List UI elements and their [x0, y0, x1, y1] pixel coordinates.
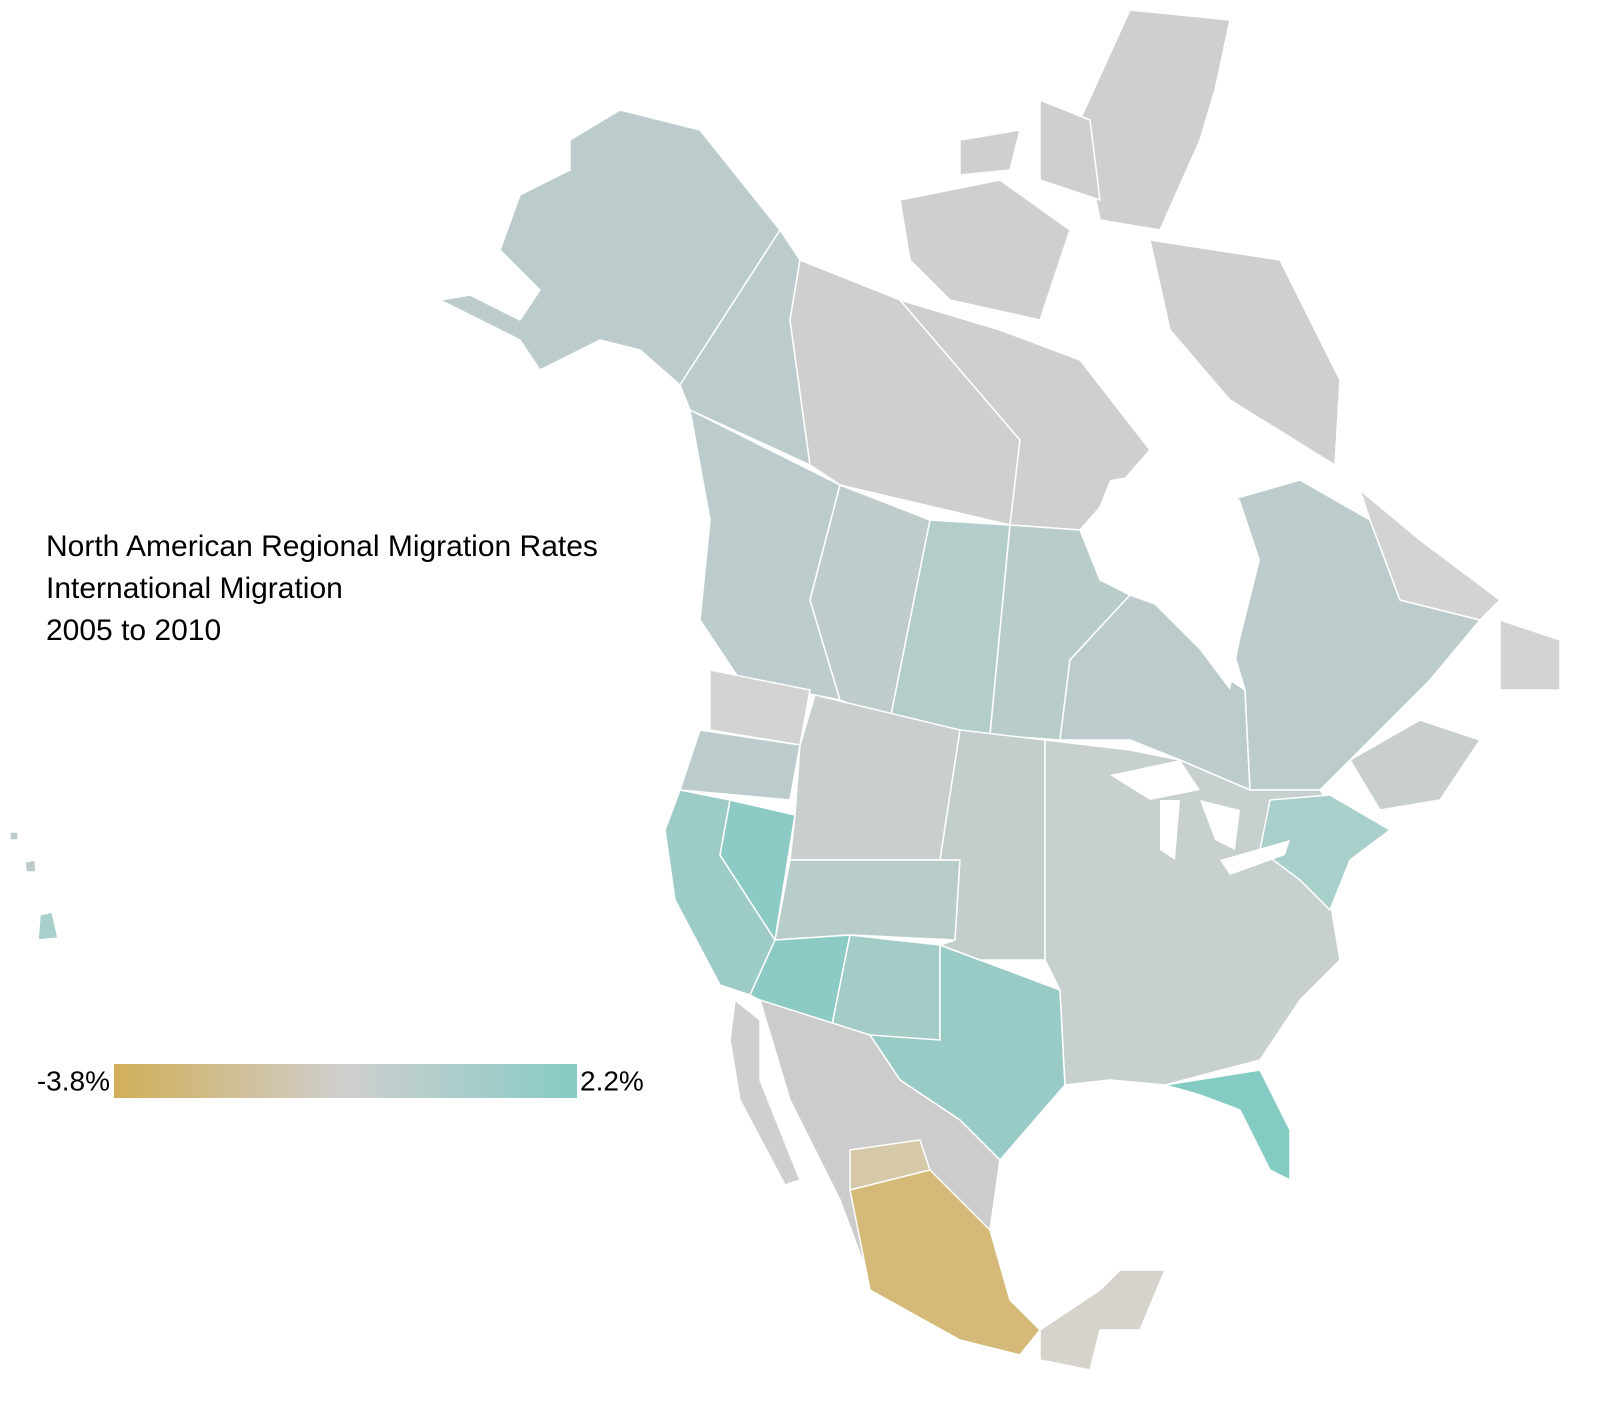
region — [1164, 1069, 1291, 1181]
title: North American Regional Migration Rates — [46, 530, 598, 563]
water — [1220, 840, 1290, 875]
region — [829, 934, 941, 1041]
period: 2005 to 2010 — [46, 614, 221, 647]
legend-scale — [114, 1064, 577, 1098]
region — [1149, 239, 1341, 466]
region — [1039, 99, 1101, 201]
region — [1229, 479, 1481, 791]
region — [899, 179, 1071, 321]
region — [1079, 9, 1231, 231]
region — [9, 831, 19, 841]
region — [939, 729, 1046, 961]
water — [1200, 800, 1240, 850]
region — [1349, 719, 1481, 811]
legend-min-label: -3.8% — [37, 1065, 110, 1096]
region — [1499, 619, 1561, 691]
regions — [9, 9, 1561, 1371]
region — [37, 911, 59, 941]
region — [1044, 739, 1341, 1086]
water — [1090, 470, 1260, 690]
region — [774, 859, 961, 941]
region — [849, 1169, 1041, 1356]
water — [1160, 800, 1180, 860]
region — [729, 999, 801, 1186]
region — [679, 729, 801, 801]
region — [959, 129, 1021, 176]
region — [1039, 1269, 1166, 1371]
region — [1359, 489, 1501, 621]
legend-max-label: 2.2% — [580, 1065, 644, 1096]
subtitle: International Migration — [46, 572, 343, 605]
region — [24, 859, 37, 873]
water — [1110, 760, 1200, 800]
